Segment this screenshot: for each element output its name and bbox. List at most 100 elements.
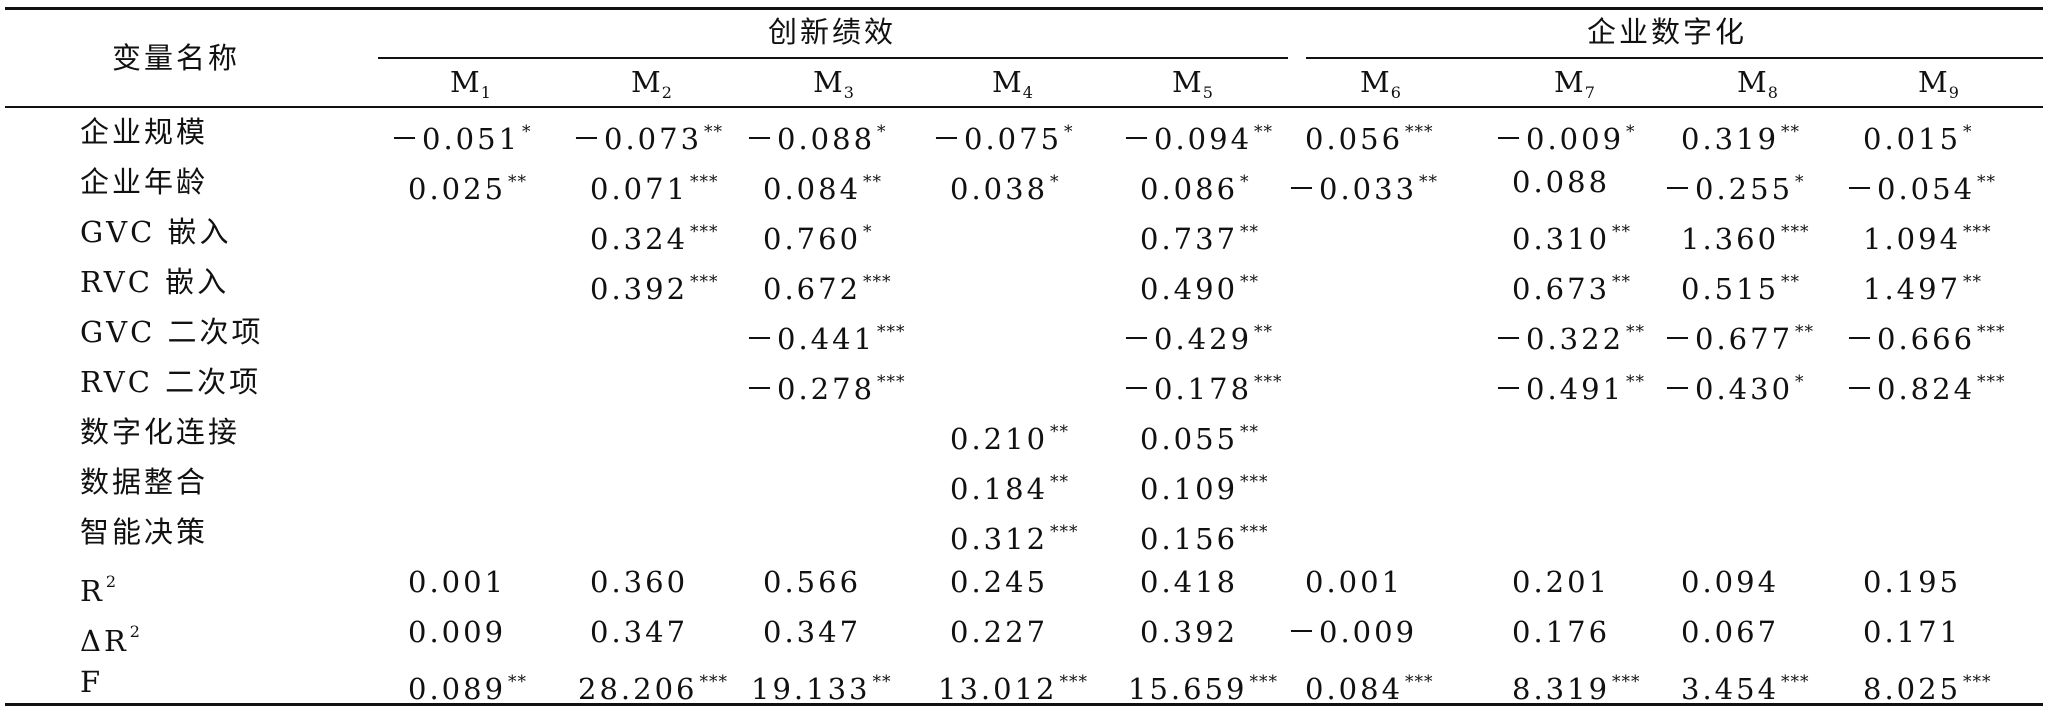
- significance-stars: ***: [1254, 372, 1283, 392]
- table-cell: 0.672 ***: [763, 264, 892, 307]
- significance-stars: **: [1050, 422, 1070, 442]
- cell-value: 0.071: [590, 172, 689, 206]
- model-header-5: M5: [1172, 64, 1213, 111]
- cell-value: 0.086: [1140, 172, 1239, 206]
- table-cell: －0.824 ***: [1845, 364, 2006, 407]
- cell-value: 0.055: [1140, 422, 1239, 456]
- row-label: 智能决策: [80, 514, 208, 550]
- table-cell: 0.038 *: [950, 164, 1060, 207]
- table-cell: 0.392 ***: [590, 264, 719, 307]
- significance-stars: **: [704, 122, 724, 142]
- table-cell: 0.418: [1140, 564, 1238, 600]
- significance-stars: **: [1254, 122, 1274, 142]
- cell-value: 0.009: [408, 615, 507, 649]
- significance-stars: ***: [1240, 472, 1269, 492]
- significance-stars: **: [1977, 172, 1997, 192]
- table-cell: 0.360: [590, 564, 688, 600]
- row-label: GVC 嵌入: [80, 214, 232, 250]
- model-header-base: M: [1737, 65, 1767, 99]
- table-cell: 0.176: [1512, 614, 1610, 650]
- row-label: 企业规模: [80, 114, 208, 150]
- cell-value: 0.227: [950, 615, 1049, 649]
- row-label-text: RVC 嵌入: [80, 265, 230, 299]
- table-cell: －0.430 *: [1663, 364, 1805, 407]
- table-cell: 0.347: [590, 614, 688, 650]
- cell-value: －0.666: [1845, 322, 1976, 356]
- model-header-subscript: 8: [1767, 83, 1778, 102]
- row-label-text: 智能决策: [80, 515, 209, 549]
- cell-value: 13.012: [938, 672, 1058, 706]
- table-cell: 0.184 **: [950, 464, 1069, 507]
- significance-stars: ***: [1977, 322, 2006, 342]
- model-header-base: M: [631, 65, 661, 99]
- cell-value: 0.760: [763, 222, 862, 256]
- table-cell: 0.109 ***: [1140, 464, 1269, 507]
- table-cell: 0.015 *: [1863, 114, 1973, 157]
- model-header-9: M9: [1918, 64, 1959, 111]
- significance-stars: ***: [1963, 672, 1992, 692]
- bottom-rule: [5, 703, 2043, 706]
- cell-value: 0.418: [1140, 565, 1239, 599]
- table-cell: 0.056 ***: [1305, 114, 1434, 157]
- table-cell: 0.067: [1681, 614, 1779, 650]
- significance-stars: *: [1064, 122, 1074, 142]
- model-header-8: M8: [1737, 64, 1778, 111]
- row-label: ΔR2: [80, 614, 143, 659]
- significance-stars: ***: [1781, 672, 1810, 692]
- cell-value: 15.659: [1128, 672, 1248, 706]
- significance-stars: **: [1963, 272, 1983, 292]
- model-header-subscript: 5: [1202, 83, 1213, 102]
- table-cell: 1.360 ***: [1681, 214, 1810, 257]
- cell-value: 0.025: [408, 172, 507, 206]
- cell-value: 3.454: [1681, 672, 1780, 706]
- significance-stars: ***: [1059, 672, 1088, 692]
- model-header-3: M3: [813, 64, 854, 111]
- row-label-text: 数据整合: [80, 465, 209, 499]
- model-header-1: M1: [450, 64, 491, 111]
- table-cell: －0.094 **: [1122, 114, 1273, 157]
- cell-value: 0.184: [950, 472, 1049, 506]
- cell-value: －0.491: [1494, 372, 1625, 406]
- table-cell: 0.156 ***: [1140, 514, 1269, 557]
- table-cell: 0.310 **: [1512, 214, 1631, 257]
- cell-value: 1.497: [1863, 272, 1962, 306]
- table-cell: －0.322 **: [1494, 314, 1645, 357]
- table-cell: 0.009: [408, 614, 506, 650]
- significance-stars: ***: [690, 272, 719, 292]
- cell-value: －0.009: [1287, 615, 1418, 649]
- cell-value: 0.360: [590, 565, 689, 599]
- cell-value: 0.094: [1681, 565, 1780, 599]
- cell-value: 0.245: [950, 565, 1049, 599]
- row-label: RVC 二次项: [80, 364, 261, 400]
- cell-value: 8.319: [1512, 672, 1611, 706]
- significance-stars: ***: [1781, 222, 1810, 242]
- significance-stars: **: [1795, 322, 1815, 342]
- significance-stars: ***: [877, 372, 906, 392]
- cell-value: 0.347: [590, 615, 689, 649]
- table-cell: 0.347: [763, 614, 861, 650]
- table-cell: －0.491 **: [1494, 364, 1645, 407]
- table-cell: －0.278 ***: [745, 364, 906, 407]
- significance-stars: *: [1963, 122, 1973, 142]
- table-cell: －0.009: [1287, 614, 1417, 650]
- row-label-text: RVC 二次项: [80, 365, 262, 399]
- row-label: 企业年龄: [80, 164, 208, 200]
- cell-value: 0.015: [1863, 122, 1962, 156]
- cell-value: 0.392: [1140, 615, 1239, 649]
- model-header-subscript: 1: [480, 83, 491, 102]
- group2-underline: [1306, 57, 2043, 59]
- cell-value: －0.009: [1494, 122, 1625, 156]
- row-label: 数据整合: [80, 464, 208, 500]
- cell-value: －0.429: [1122, 322, 1253, 356]
- significance-stars: **: [1612, 222, 1632, 242]
- table-cell: 0.737 **: [1140, 214, 1259, 257]
- table-cell: 8.025 ***: [1863, 664, 1992, 707]
- table-cell: 13.012 ***: [938, 664, 1088, 707]
- model-header-subscript: 3: [843, 83, 854, 102]
- top-rule: [5, 7, 2043, 10]
- model-header-7: M7: [1554, 64, 1595, 111]
- group-header-digitalization: 企业数字化: [1587, 15, 1748, 49]
- table-cell: 0.392: [1140, 614, 1238, 650]
- cell-value: －0.278: [745, 372, 876, 406]
